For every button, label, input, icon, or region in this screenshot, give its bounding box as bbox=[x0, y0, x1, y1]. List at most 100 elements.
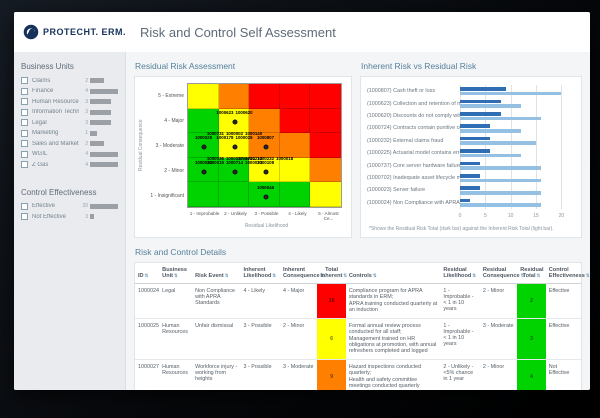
heatmap-point[interactable] bbox=[201, 144, 206, 149]
risk-id-label: 1000214 bbox=[245, 155, 263, 161]
table-cell: 1 - Improbable - < 1 in 10 years bbox=[440, 283, 480, 319]
inherent-vs-residual-chart[interactable]: (1000807) Cash theft or loss (1000623) Co… bbox=[360, 76, 582, 238]
inherent-total-bar[interactable] bbox=[460, 153, 521, 158]
residual-total-bar[interactable] bbox=[460, 111, 501, 116]
table-row[interactable]: 1000024 Legal Non Compliance with APRA Sta… bbox=[135, 283, 581, 319]
sort-icon[interactable]: ⇅ bbox=[472, 273, 477, 278]
column-header[interactable]: Business Unit⇅ bbox=[159, 263, 193, 284]
residual-risk-heatmap[interactable]: Residual Consequence 5 - Extreme 4 - Majo… bbox=[134, 76, 352, 238]
residual-total-cell: 3 bbox=[517, 318, 546, 360]
inherent-total-bar[interactable] bbox=[460, 91, 562, 96]
inherent-total-bar[interactable] bbox=[460, 116, 542, 121]
filter-label: Finance bbox=[32, 88, 54, 94]
checkbox[interactable] bbox=[21, 108, 28, 116]
business-units-list: Claims 2 Finance 4 Human Resources 3 Informati… bbox=[21, 77, 118, 168]
sort-icon[interactable]: ⇅ bbox=[272, 273, 277, 278]
inherent-total-bar[interactable] bbox=[460, 166, 542, 170]
bar-chart-category-label: (1000023) Server failure bbox=[367, 187, 426, 194]
protecht-logo[interactable]: PROTECHT. ERM. bbox=[14, 23, 126, 41]
checkbox[interactable] bbox=[21, 77, 28, 84]
control-effectiveness-heading: Control Effectiveness bbox=[21, 187, 97, 197]
column-header[interactable]: Controls⇅ bbox=[345, 263, 441, 284]
checkbox[interactable] bbox=[21, 213, 28, 220]
residual-total-bar[interactable] bbox=[460, 149, 491, 153]
table-cell: 1 - Improbable - < 1 in 10 years bbox=[440, 318, 480, 360]
inherent-total-bar[interactable] bbox=[460, 141, 537, 145]
heatmap-point[interactable] bbox=[232, 169, 237, 174]
sort-icon[interactable]: ⇅ bbox=[174, 273, 178, 278]
heatmap-point[interactable] bbox=[263, 169, 268, 174]
heatmap-point[interactable] bbox=[201, 169, 206, 174]
table-cell: 2 - Minor bbox=[479, 283, 518, 319]
residual-total-bar[interactable] bbox=[460, 99, 501, 104]
sort-icon[interactable]: ⇅ bbox=[536, 273, 541, 278]
heatmap-point-labels: 1000724 1000232 1000018 1000108 bbox=[234, 155, 298, 166]
checkbox[interactable] bbox=[21, 202, 28, 210]
heatmap-point[interactable] bbox=[232, 119, 237, 124]
heatmap-point[interactable] bbox=[263, 144, 268, 149]
risk-id-label: 1000018 bbox=[276, 155, 294, 161]
residual-total-bar[interactable] bbox=[460, 198, 471, 203]
bar-chart-tick-label: 10 bbox=[507, 213, 514, 219]
filter-bar bbox=[90, 78, 104, 83]
column-header[interactable]: Control Effectiveness⇅ bbox=[545, 263, 590, 284]
checkbox[interactable] bbox=[21, 150, 28, 158]
filter-item-business-unit: Marketing 1 bbox=[21, 129, 118, 137]
checkbox[interactable] bbox=[21, 161, 28, 168]
column-header[interactable]: Residual Likelihood⇅ bbox=[440, 263, 480, 284]
residual-total-bar[interactable] bbox=[460, 186, 481, 190]
bar-chart-row: (1000023) Server failure bbox=[367, 184, 569, 196]
table-row[interactable]: 1000025 Human Resources Unfair dismissal 3 … bbox=[135, 318, 581, 360]
heatmap-cell bbox=[310, 157, 341, 183]
checkbox[interactable] bbox=[21, 129, 28, 137]
filter-count: 2 bbox=[85, 140, 88, 147]
inherent-total-bar[interactable] bbox=[460, 104, 521, 108]
column-header[interactable]: Total Inherent⇅ bbox=[317, 263, 348, 284]
filter-bar bbox=[90, 151, 118, 157]
sort-icon[interactable]: ⇅ bbox=[372, 273, 377, 278]
filter-item-business-unit: Sales and Marketing 2 bbox=[21, 140, 118, 147]
checkbox[interactable] bbox=[21, 98, 28, 105]
inherent-total-bar[interactable] bbox=[460, 128, 521, 133]
inherent-total-bar[interactable] bbox=[460, 203, 542, 207]
residual-total-bar[interactable] bbox=[460, 124, 491, 128]
table-cell: 3 - Moderate bbox=[279, 359, 318, 390]
heatmap-x-label: 5 - Almost Ce... bbox=[318, 211, 339, 221]
sort-icon[interactable]: ⇅ bbox=[144, 273, 149, 278]
checkbox[interactable] bbox=[21, 87, 28, 95]
column-header[interactable]: Residual Total⇅ bbox=[517, 263, 546, 284]
column-header[interactable]: ID⇅ bbox=[135, 263, 160, 284]
residual-total-bar[interactable] bbox=[460, 173, 481, 178]
risk-id-label: 1000178 bbox=[216, 135, 234, 141]
inherent-total-bar[interactable] bbox=[460, 178, 542, 183]
residual-total-bar[interactable] bbox=[460, 136, 491, 141]
inherent-total-bar[interactable] bbox=[460, 190, 542, 195]
risk-id-label: 1000027 bbox=[225, 155, 244, 161]
controls-cell: Hazard inspections conducted quarterly; H… bbox=[345, 359, 441, 390]
residual-total-bar[interactable] bbox=[460, 87, 506, 91]
bar-chart-gridline bbox=[460, 85, 461, 209]
filter-item-business-unit: Information Technology 3 bbox=[21, 108, 118, 116]
filter-bar bbox=[90, 120, 111, 125]
column-header[interactable]: Risk Event⇅ bbox=[192, 263, 241, 284]
details-title: Risk and Control Details bbox=[135, 247, 227, 257]
heatmap-point[interactable] bbox=[263, 194, 268, 199]
heatmap-point[interactable] bbox=[232, 144, 237, 149]
column-header[interactable]: Inherent Consequence⇅ bbox=[279, 263, 324, 284]
filter-bar bbox=[90, 141, 104, 146]
heatmap-y-label: 1 - Insignificant bbox=[150, 192, 184, 199]
column-header[interactable]: Inherent Likelihood⇅ bbox=[240, 263, 280, 284]
column-header[interactable]: Residual Consequence⇅ bbox=[479, 263, 524, 284]
residual-total-bar[interactable] bbox=[460, 161, 481, 166]
filter-bar-zone bbox=[90, 130, 118, 136]
sort-icon[interactable]: ⇅ bbox=[224, 273, 229, 278]
heatmap-cell bbox=[188, 108, 219, 134]
sort-icon[interactable]: ⇅ bbox=[343, 273, 348, 278]
checkbox[interactable] bbox=[21, 119, 28, 126]
risk-id-label: 1000620 bbox=[235, 110, 253, 116]
sort-icon[interactable]: ⇅ bbox=[585, 273, 590, 278]
table-row[interactable]: 1000027 Human Resources Workforce injury -… bbox=[135, 359, 581, 390]
checkbox[interactable] bbox=[21, 140, 28, 147]
heatmap-cell bbox=[279, 84, 311, 109]
dashboard-window: PROTECHT. ERM. Risk and Control Self Ass… bbox=[14, 12, 590, 390]
